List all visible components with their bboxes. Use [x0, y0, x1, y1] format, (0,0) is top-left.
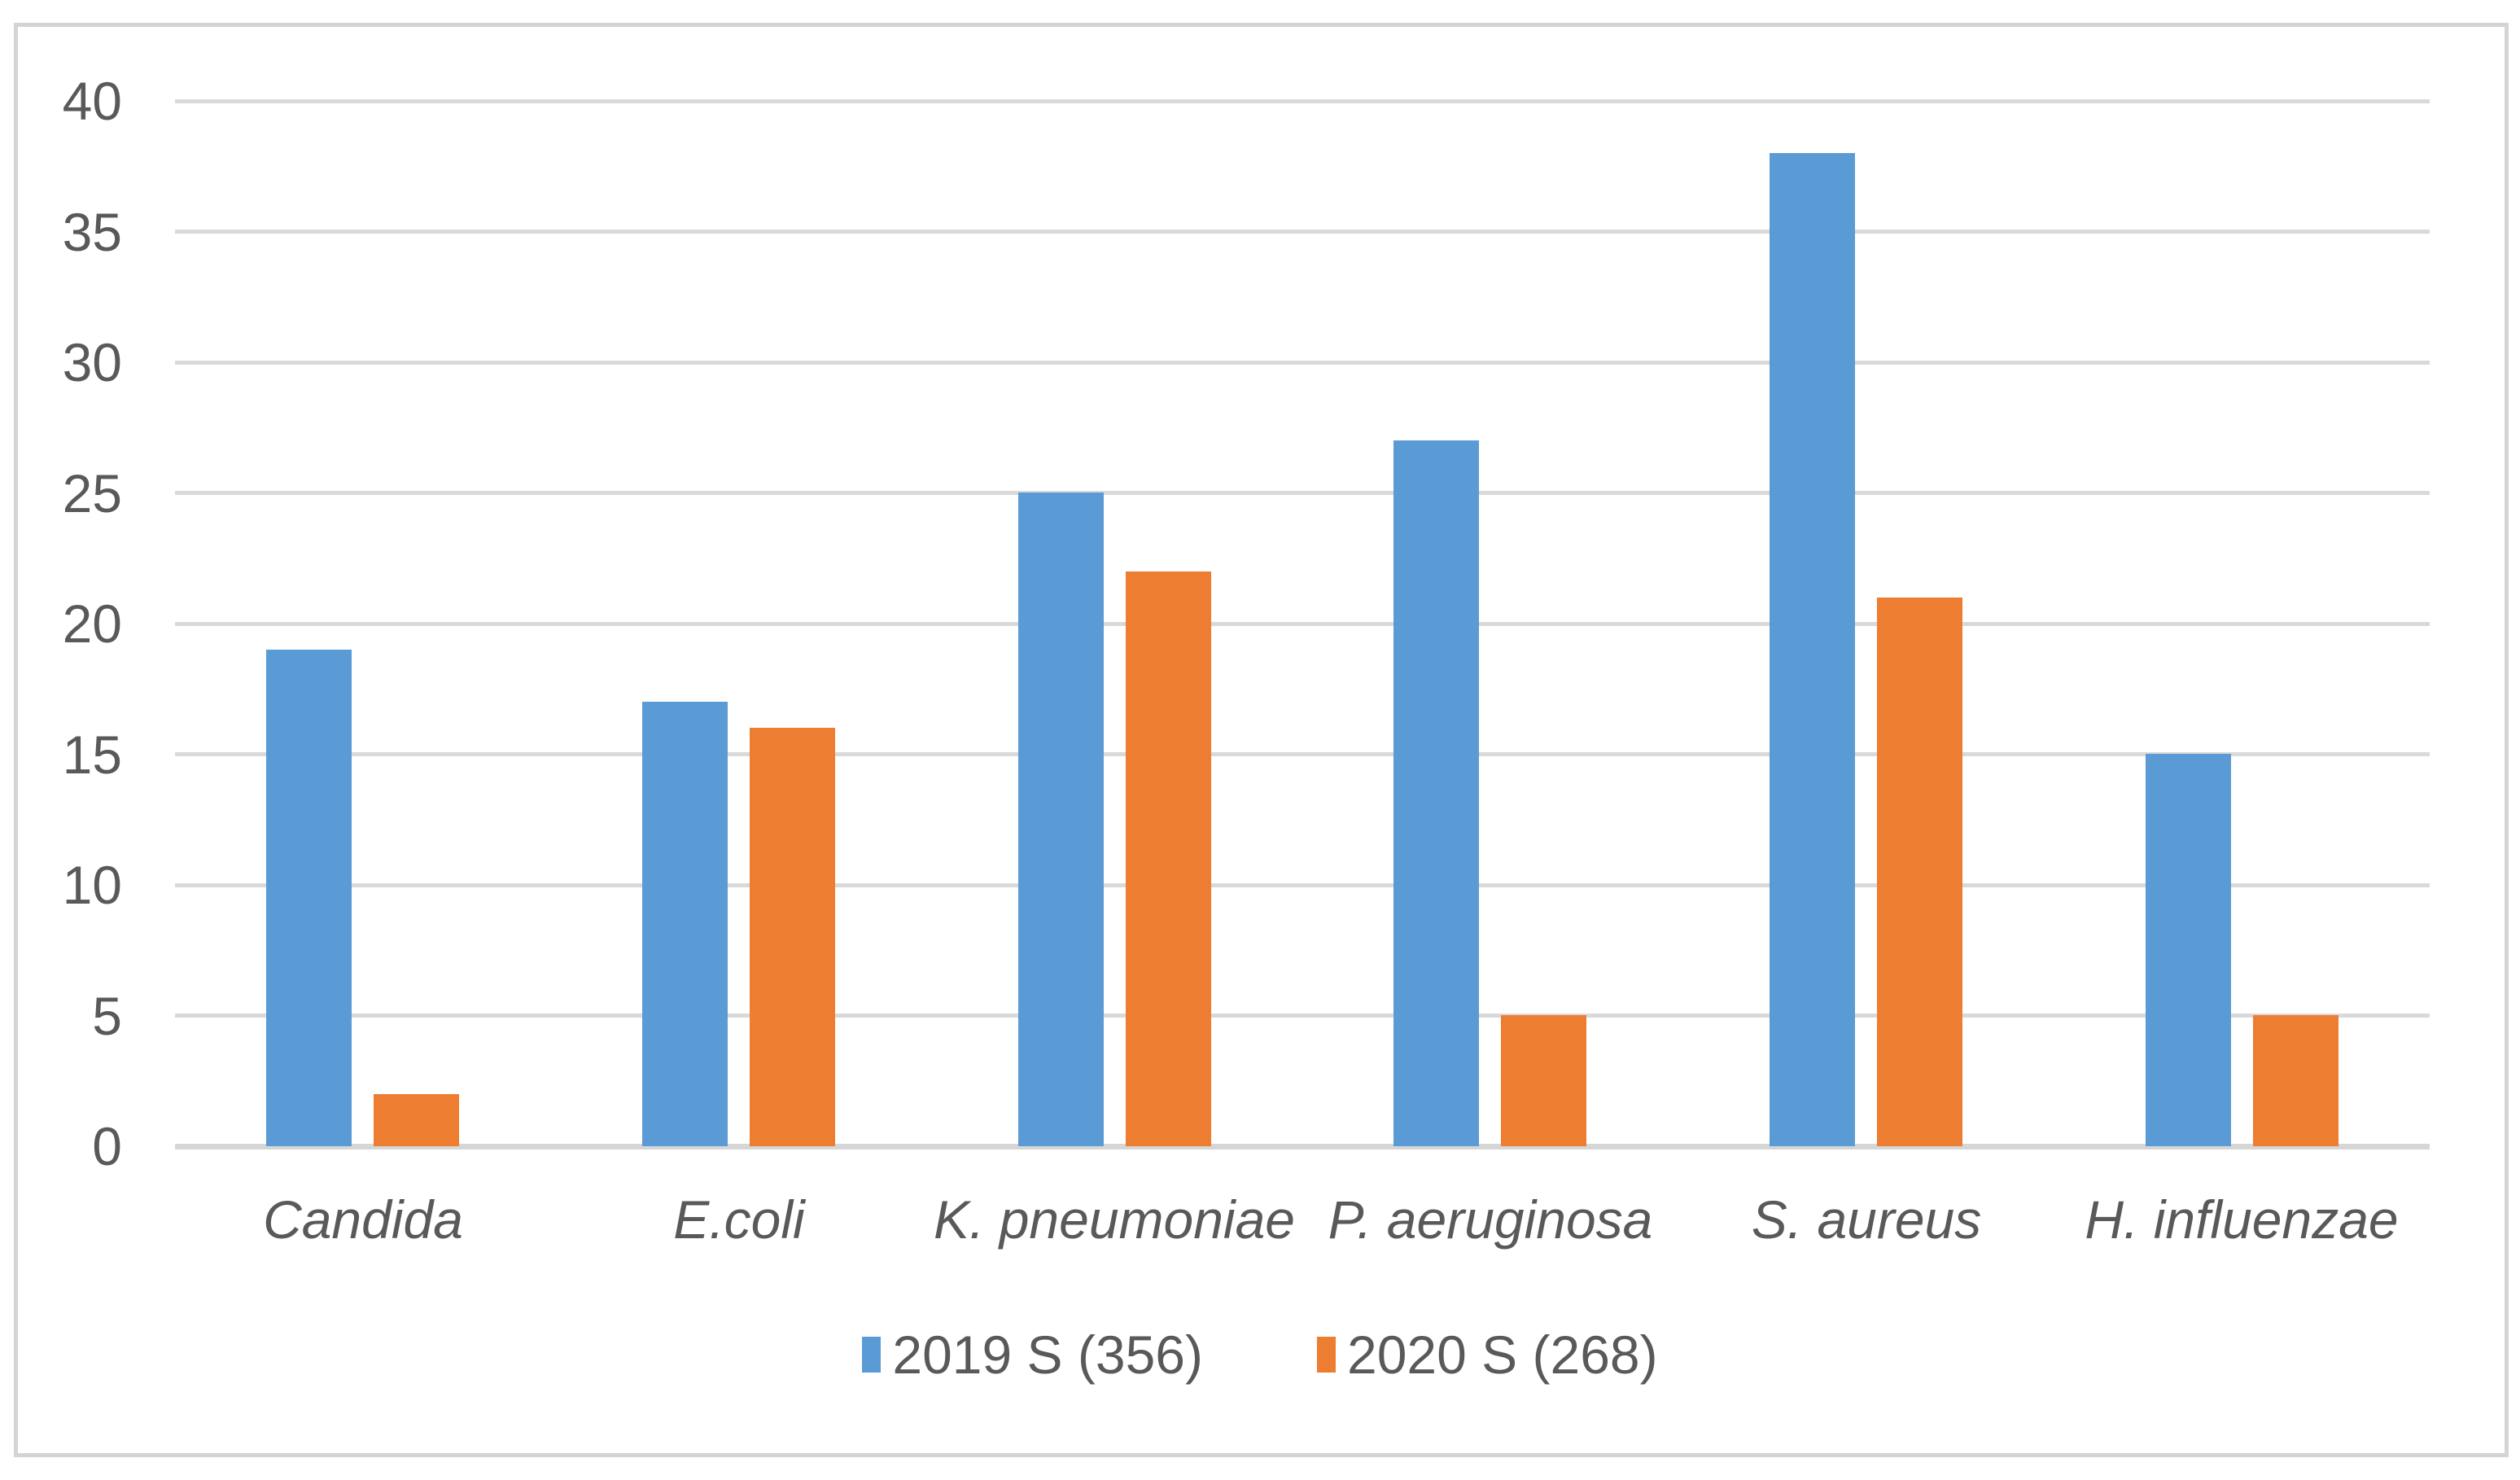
bar-2020-candida	[374, 1094, 459, 1146]
y-gridline	[175, 491, 2430, 495]
y-axis-tick-label: 35	[62, 202, 122, 262]
bar-2020-s-aureus	[1877, 598, 1962, 1146]
category-label-s-aureus: S. aureus	[1751, 1189, 1982, 1250]
y-gridline	[175, 99, 2430, 103]
category-label-p-aeruginosa: P. aeruginosa	[1328, 1189, 1653, 1250]
y-axis-tick-label: 30	[62, 332, 122, 392]
chart-legend: 2019 S (356) 2020 S (268)	[0, 1325, 2520, 1384]
legend-label-2020: 2020 S (268)	[1347, 1325, 1658, 1385]
bar-2020-e-coli	[750, 728, 835, 1146]
bar-2019-h-influenzae	[2146, 754, 2231, 1146]
y-axis-tick-label: 20	[62, 593, 122, 654]
chart-border-frame	[14, 23, 2509, 1457]
legend-marker-2020	[1317, 1337, 1336, 1373]
y-axis-tick-label: 10	[62, 855, 122, 915]
bar-2019-k-pneumoniae	[1018, 493, 1104, 1146]
y-gridline	[175, 622, 2430, 626]
y-axis-tick-label: 15	[62, 725, 122, 785]
x-axis-line	[175, 1144, 2430, 1149]
legend-marker-2019	[862, 1337, 882, 1373]
bar-2020-p-aeruginosa	[1501, 1015, 1586, 1146]
y-gridline	[175, 752, 2430, 756]
y-axis-tick-label: 5	[92, 986, 122, 1046]
bar-2019-s-aureus	[1770, 153, 1855, 1146]
y-axis-tick-label: 25	[62, 463, 122, 523]
bar-2019-p-aeruginosa	[1393, 440, 1479, 1146]
legend-label-2019: 2019 S (356)	[892, 1325, 1203, 1385]
y-gridline	[175, 1014, 2430, 1018]
y-gridline	[175, 361, 2430, 365]
legend-item-2019: 2019 S (356)	[862, 1325, 1203, 1384]
y-axis-tick-label: 40	[62, 71, 122, 131]
y-axis-tick-label: 0	[92, 1116, 122, 1176]
legend-item-2020: 2020 S (268)	[1317, 1325, 1658, 1384]
bar-2019-candida	[266, 650, 352, 1146]
category-label-h-influenzae: H. influenzae	[2085, 1189, 2399, 1250]
bar-2020-k-pneumoniae	[1126, 571, 1211, 1146]
bar-2020-h-influenzae	[2253, 1015, 2338, 1146]
bar-2019-e-coli	[642, 702, 728, 1146]
category-label-e-coli: E.coli	[673, 1189, 805, 1250]
category-label-k-pneumoniae: K. pneumoniae	[934, 1189, 1295, 1250]
y-gridline	[175, 883, 2430, 887]
category-label-candida: Candida	[263, 1189, 463, 1250]
y-gridline	[175, 230, 2430, 234]
